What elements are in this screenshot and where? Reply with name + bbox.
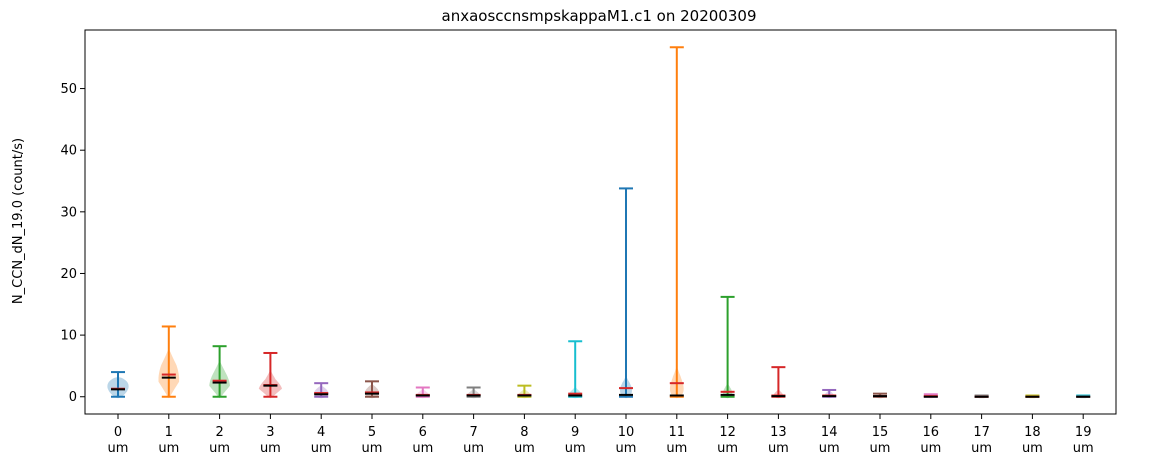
- x-tick-unit-label: um: [260, 441, 281, 456]
- y-axis-label: N_CCN_dN_19.0 (count/s): [11, 138, 26, 304]
- x-tick-label: 13: [770, 425, 787, 440]
- x-tick-unit-label: um: [412, 441, 433, 456]
- x-tick-unit-label: um: [108, 441, 129, 456]
- x-tick-label: 1: [165, 425, 173, 440]
- x-tick-unit-label: um: [616, 441, 637, 456]
- x-tick-unit-label: um: [362, 441, 383, 456]
- y-tick-label: 50: [60, 82, 77, 97]
- x-tick-label: 17: [973, 425, 990, 440]
- x-tick-label: 3: [266, 425, 274, 440]
- y-tick-label: 30: [60, 205, 77, 220]
- x-tick-unit-label: um: [311, 441, 332, 456]
- plot-frame: [84, 29, 1117, 415]
- x-tick-unit-label: um: [971, 441, 992, 456]
- x-tick-label: 16: [923, 425, 940, 440]
- x-tick-label: 14: [821, 425, 838, 440]
- x-tick-label: 15: [872, 425, 889, 440]
- x-tick-label: 6: [419, 425, 427, 440]
- x-tick-unit-label: um: [514, 441, 535, 456]
- chart-title: anxaosccnsmpskappaM1.c1 on 20200309: [442, 7, 757, 25]
- x-tick-label: 8: [520, 425, 528, 440]
- x-tick-unit-label: um: [1073, 441, 1094, 456]
- y-tick-label: 10: [60, 329, 77, 344]
- x-tick-label: 0: [114, 425, 122, 440]
- x-tick-label: 5: [368, 425, 376, 440]
- plot-area: [107, 46, 1091, 399]
- x-tick-unit-label: um: [768, 441, 789, 456]
- x-tick-unit-label: um: [717, 441, 738, 456]
- x-tick-unit-label: um: [666, 441, 687, 456]
- x-tick-label: 12: [719, 425, 736, 440]
- x-tick-unit-label: um: [463, 441, 484, 456]
- x-tick-label: 2: [215, 425, 223, 440]
- x-tick-unit-label: um: [1022, 441, 1043, 456]
- x-tick-unit-label: um: [870, 441, 891, 456]
- x-tick-label: 4: [317, 425, 325, 440]
- x-tick-unit-label: um: [209, 441, 230, 456]
- x-tick-label: 19: [1075, 425, 1092, 440]
- x-tick-label: 10: [618, 425, 635, 440]
- x-tick-unit-label: um: [565, 441, 586, 456]
- x-tick-unit-label: um: [158, 441, 179, 456]
- x-tick-unit-label: um: [819, 441, 840, 456]
- x-tick-label: 9: [571, 425, 579, 440]
- x-tick-label: 18: [1024, 425, 1041, 440]
- y-tick-label: 20: [60, 267, 77, 282]
- y-tick-label: 0: [69, 390, 77, 405]
- x-tick-label: 11: [669, 425, 686, 440]
- x-tick-label: 7: [469, 425, 477, 440]
- x-tick-unit-label: um: [920, 441, 941, 456]
- y-tick-label: 40: [60, 144, 77, 159]
